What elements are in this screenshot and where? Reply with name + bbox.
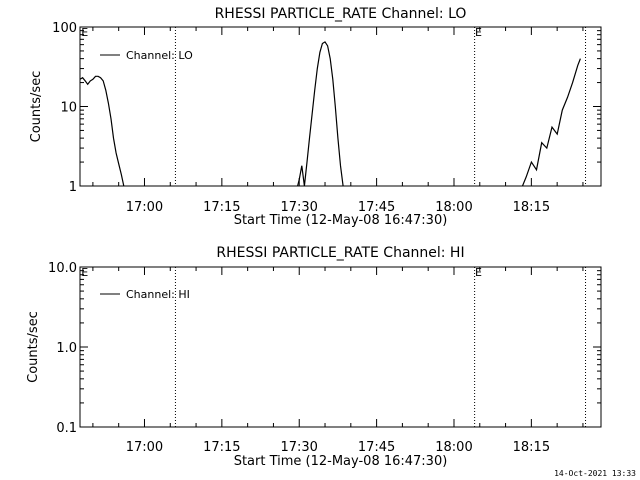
- hi-eclipse-marker-0: E: [81, 266, 88, 279]
- lo-legend-label: Channel: LO: [126, 49, 193, 62]
- lo-y-tick-label-0: 1: [69, 180, 77, 195]
- lo-series-line-segment-2: [521, 58, 581, 186]
- lo-x-tick-label-5: 18:15: [513, 200, 550, 215]
- hi-chart-title: RHESSI PARTICLE_RATE Channel: HI: [216, 245, 464, 261]
- lo-chart-title: RHESSI PARTICLE_RATE Channel: LO: [215, 6, 467, 22]
- lo-x-tick-label-2: 17:30: [280, 200, 317, 215]
- hi-legend-label: Channel: HI: [126, 288, 190, 301]
- lo-x-axis-label: Start Time (12-May-08 16:47:30): [234, 213, 448, 228]
- footer-timestamp: 14-Oct-2021 13:33: [554, 469, 636, 478]
- lo-series-line-segment-1: [296, 41, 344, 186]
- lo-y-tick-label-1: 10: [60, 101, 77, 116]
- lo-y-tick-label-2: 100: [52, 21, 77, 36]
- lo-x-tick-label-4: 18:00: [435, 200, 472, 215]
- hi-x-tick-label-2: 17:30: [280, 440, 317, 455]
- hi-x-tick-label-3: 17:45: [358, 440, 395, 455]
- hi-x-axis-label: Start Time (12-May-08 16:47:30): [234, 454, 448, 469]
- hi-y-axis-label: Counts/sec: [26, 311, 41, 383]
- hi-x-tick-label-4: 18:00: [435, 440, 472, 455]
- hi-x-tick-label-0: 17:00: [126, 440, 163, 455]
- hi-y-tick-label-2: 10.0: [48, 261, 77, 276]
- hi-eclipse-marker-1: E: [475, 266, 482, 279]
- lo-eclipse-marker-0: E: [81, 26, 88, 39]
- hi-x-tick-label-1: 17:15: [203, 440, 240, 455]
- hi-y-tick-label-0: 0.1: [56, 421, 77, 436]
- lo-x-tick-label-3: 17:45: [358, 200, 395, 215]
- lo-y-axis-label: Counts/sec: [29, 71, 44, 143]
- hi-channel-panel: RHESSI PARTICLE_RATE Channel: HI 17:00 17:…: [26, 245, 602, 469]
- hi-x-tick-label-5: 18:15: [513, 440, 550, 455]
- lo-eclipse-marker-1: E: [475, 26, 482, 39]
- lo-channel-panel: RHESSI PARTICLE_RATE Channel: LO 17:00 17:…: [29, 6, 602, 228]
- lo-x-tick-label-1: 17:15: [203, 200, 240, 215]
- lo-x-tick-label-0: 17:00: [126, 200, 163, 215]
- hi-y-tick-label-1: 1.0: [56, 341, 77, 356]
- lo-series-line-segment-0: [80, 75, 125, 186]
